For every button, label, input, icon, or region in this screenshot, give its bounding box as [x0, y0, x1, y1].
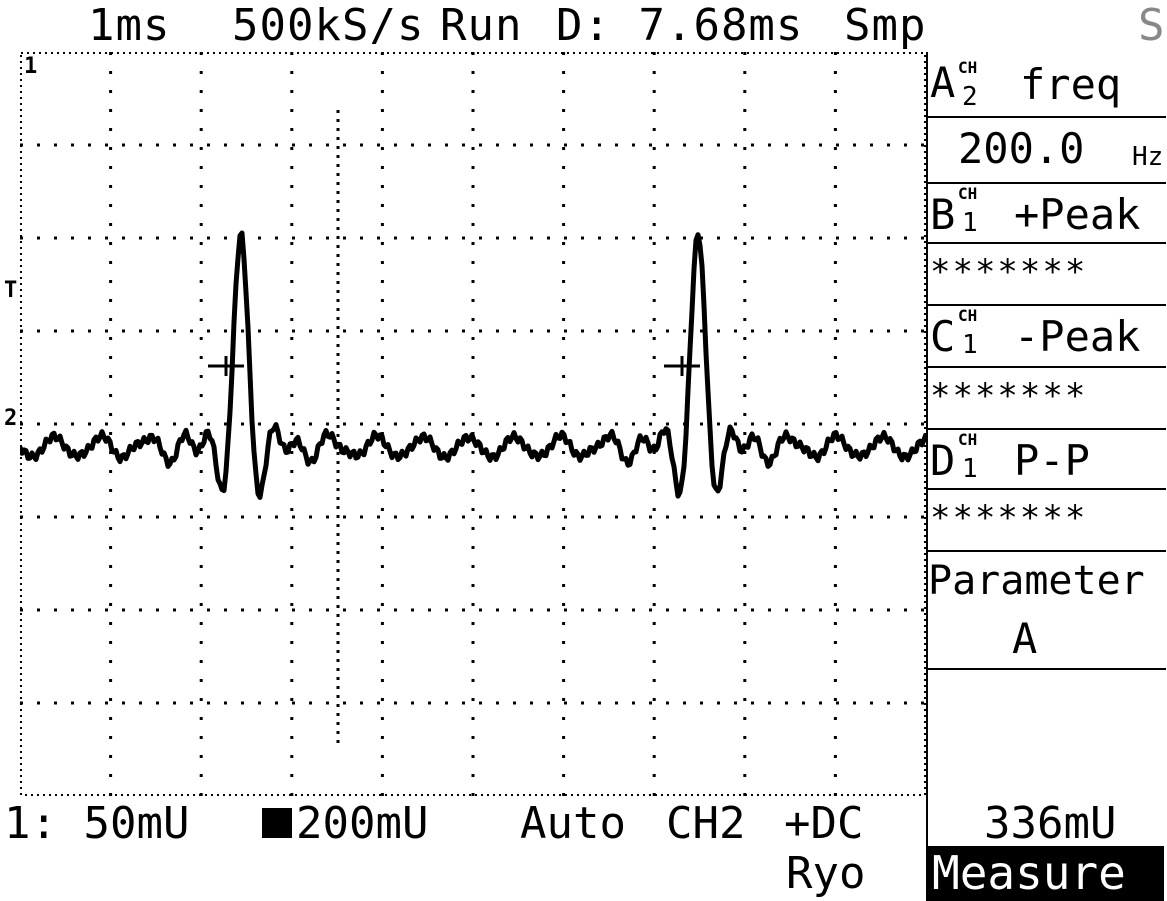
measure-c-channel-tag: CH — [958, 306, 978, 325]
status-bar: 1ms 500kS/s Run D: 7.68ms Smp S — [0, 0, 1167, 52]
measure-a-header[interactable]: A CH 2 freq — [928, 52, 1166, 118]
trigger-mode: Auto — [520, 798, 626, 849]
measure-b-letter: B — [930, 190, 956, 239]
measure-c-value: ******* — [930, 376, 1088, 416]
measure-a-letter: A — [930, 58, 956, 107]
delay-readout: D: 7.68ms — [556, 0, 804, 51]
ch1-scale: 1: 50mU — [4, 798, 190, 849]
measure-b-header[interactable]: B CH 1 +Peak — [928, 182, 1166, 244]
trigger-level-marker: T — [4, 278, 18, 303]
trigger-coupling: +DC — [784, 798, 864, 849]
timebase-readout: 1ms — [88, 0, 171, 51]
measure-c-channel: 1 — [962, 330, 978, 360]
measure-b-value-row: ******* — [928, 242, 1166, 306]
trigger-level-readout: 336mU — [984, 798, 1117, 849]
ch2-indicator-icon — [262, 808, 292, 838]
measure-c-letter: C — [930, 312, 956, 361]
parameter-selector[interactable]: Parameter A — [928, 550, 1166, 670]
measure-c-value-row: ******* — [928, 366, 1166, 430]
measure-softkey[interactable]: Measure — [926, 846, 1164, 901]
measure-c-param: -Peak — [1014, 312, 1141, 361]
parameter-value: A — [1012, 614, 1038, 663]
run-state: Run — [440, 0, 523, 51]
measure-b-param: +Peak — [1014, 190, 1141, 239]
measure-d-value: ******* — [930, 498, 1088, 538]
measure-a-unit: Hz — [1132, 142, 1164, 172]
ch2-scale: 200mU — [296, 798, 429, 849]
measure-d-header[interactable]: D CH 1 P-P — [928, 428, 1166, 490]
measure-d-channel-tag: CH — [958, 430, 978, 449]
ch2-waveform-trace — [20, 230, 926, 500]
measure-d-channel: 1 — [962, 454, 978, 484]
measure-b-channel: 1 — [962, 208, 978, 238]
measure-c-header[interactable]: C CH 1 -Peak — [928, 304, 1166, 368]
trigger-source: CH2 — [666, 798, 746, 849]
acquisition-label: Ryo — [786, 848, 866, 899]
measure-b-value: ******* — [930, 252, 1088, 292]
measure-d-letter: D — [930, 436, 956, 485]
parameter-label: Parameter — [928, 558, 1145, 604]
measure-a-value: 200.0 — [958, 124, 1085, 173]
waveform-display — [20, 52, 926, 796]
measure-softkey-label: Measure — [932, 846, 1126, 900]
channel-status-bar: 1: 50mU 200mU Auto CH2 +DC Ryo 336mU — [0, 796, 1167, 901]
acquisition-mode: Smp — [844, 0, 927, 51]
measure-d-value-row: ******* — [928, 488, 1166, 552]
measure-a-channel-tag: CH — [958, 58, 978, 77]
measure-a-channel: 2 — [962, 82, 978, 112]
status-glyph: S — [1138, 0, 1166, 51]
ch1-ground-marker: 1 — [24, 54, 38, 79]
measure-b-channel-tag: CH — [958, 184, 978, 203]
measure-a-value-row: 200.0 Hz — [928, 116, 1166, 184]
measurement-panel: A CH 2 freq 200.0 Hz B CH 1 +Peak ******… — [926, 52, 1166, 848]
ch2-ground-marker: 2 — [4, 406, 18, 431]
measure-d-param: P-P — [1014, 436, 1090, 485]
graticule-svg — [20, 52, 926, 796]
sample-rate-readout: 500kS/s — [232, 0, 425, 51]
measure-a-param: freq — [1020, 60, 1122, 109]
